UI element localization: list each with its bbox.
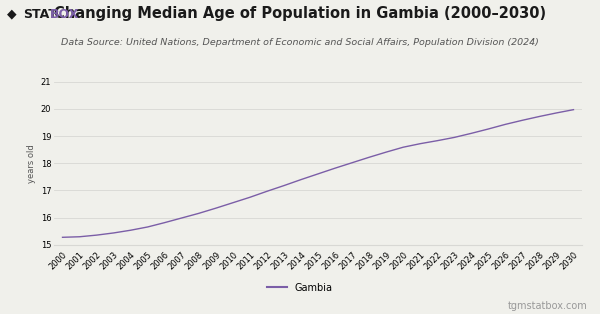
Text: ◆: ◆ bbox=[7, 8, 17, 21]
Text: Data Source: United Nations, Department of Economic and Social Affairs, Populati: Data Source: United Nations, Department … bbox=[61, 38, 539, 47]
Text: tgmstatbox.com: tgmstatbox.com bbox=[508, 301, 588, 311]
Legend: Gambia: Gambia bbox=[263, 279, 337, 297]
Text: Changing Median Age of Population in Gambia (2000–2030): Changing Median Age of Population in Gam… bbox=[54, 6, 546, 21]
Text: STAT: STAT bbox=[23, 8, 56, 21]
Text: BOX: BOX bbox=[50, 8, 79, 21]
Y-axis label: years old: years old bbox=[28, 144, 37, 183]
